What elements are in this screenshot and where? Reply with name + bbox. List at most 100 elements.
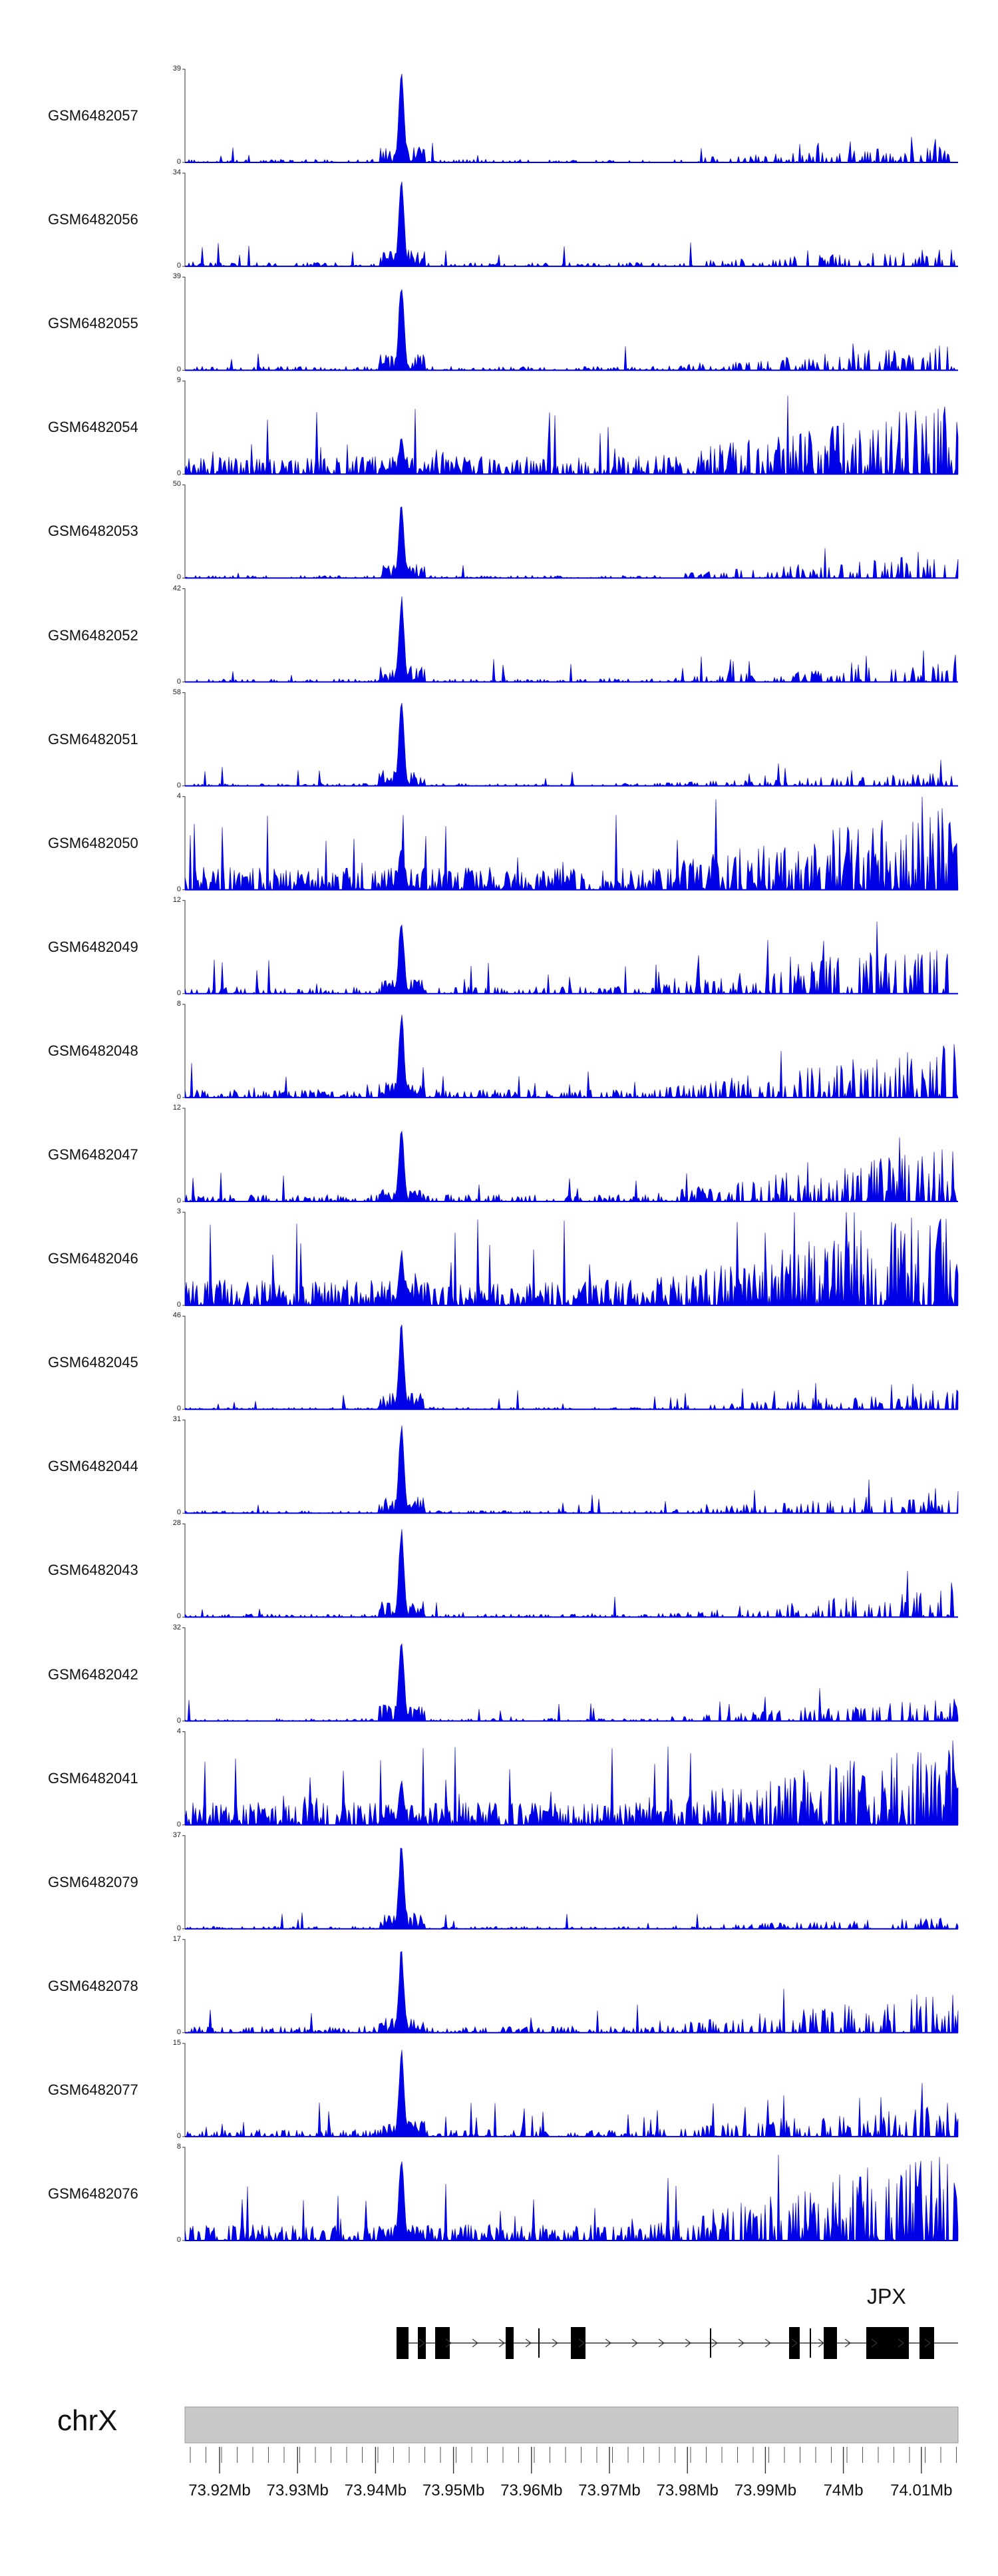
gene-exon [418, 2327, 426, 2359]
coverage-area-GSM6482046 [184, 1212, 959, 1307]
track-label-GSM6482048: GSM6482048 [48, 1042, 138, 1059]
track-label-GSM6482042: GSM6482042 [48, 1665, 138, 1683]
track-ymin: 0 [176, 469, 181, 478]
track-axis [182, 900, 186, 994]
track-label-GSM6482051: GSM6482051 [48, 730, 138, 748]
track-axis [182, 1004, 186, 1098]
track-axis [182, 588, 186, 682]
axis-tick-label: 73.92Mb [188, 2481, 251, 2499]
track-label-GSM6482052: GSM6482052 [48, 626, 138, 644]
track-label-GSM6482056: GSM6482056 [48, 211, 138, 228]
coverage-area-GSM6482077 [185, 2049, 959, 2138]
track-ymin: 0 [176, 2028, 181, 2036]
track-ymax: 58 [172, 688, 181, 696]
track-ymin: 0 [176, 262, 181, 270]
track-label-GSM6482076: GSM6482076 [48, 2185, 138, 2202]
strand-arrow-icon [418, 2338, 425, 2348]
track-ymax: 39 [172, 65, 181, 73]
strand-arrow-icon [738, 2338, 745, 2348]
coverage-area-GSM6482043 [184, 1529, 958, 1618]
strand-arrow-icon [472, 2338, 478, 2348]
coverage-area-GSM6482055 [185, 289, 958, 371]
track-ymin: 0 [176, 2131, 181, 2140]
strand-arrow-icon [924, 2338, 931, 2348]
track-label-GSM6482044: GSM6482044 [48, 1458, 138, 1475]
track-ymin: 0 [176, 1404, 181, 1413]
track-ymax: 9 [176, 376, 181, 385]
track-label-GSM6482043: GSM6482043 [48, 1562, 138, 1579]
track-label-GSM6482041: GSM6482041 [48, 1769, 138, 1787]
track-ymin: 0 [176, 1508, 181, 1517]
coverage-area-GSM6482056 [185, 181, 958, 268]
coverage-area-GSM6482041 [184, 1740, 959, 1826]
track-ymin: 0 [176, 988, 181, 997]
track-ymax: 37 [172, 1830, 181, 1839]
strand-arrow-icon [525, 2338, 532, 2348]
strand-arrow-icon [764, 2338, 771, 2348]
track-ymax: 32 [172, 1623, 181, 1631]
track-ymax: 8 [176, 999, 181, 1008]
strand-arrow-icon [445, 2338, 452, 2348]
axis-tick-label: 74Mb [823, 2481, 864, 2499]
track-axis [182, 692, 186, 787]
gene-exon [866, 2327, 909, 2359]
track-label-GSM6482077: GSM6482077 [48, 2081, 138, 2098]
coverage-area-GSM6482057 [185, 73, 958, 164]
chromosome-label: chrX [57, 2404, 118, 2437]
track-axis [182, 1211, 186, 1306]
gene-exon [571, 2327, 585, 2359]
strand-arrow-icon [818, 2338, 824, 2348]
track-ymin: 0 [176, 1820, 181, 1828]
track-label-GSM6482055: GSM6482055 [48, 315, 138, 332]
axis-tick-label: 73.95Mb [422, 2481, 485, 2499]
coverage-area-GSM6482052 [185, 596, 958, 683]
coverage-area-GSM6482079 [185, 1847, 959, 1930]
track-axis [182, 1939, 186, 2034]
track-label-GSM6482049: GSM6482049 [48, 938, 138, 955]
track-ymax: 8 [176, 2143, 181, 2151]
strand-arrow-icon [658, 2338, 665, 2348]
track-axis [182, 2043, 186, 2137]
strand-arrow-icon [685, 2338, 691, 2348]
track-label-GSM6482045: GSM6482045 [48, 1354, 138, 1371]
track-axis [182, 1315, 186, 1410]
track-ymin: 0 [176, 2236, 181, 2244]
track-ymin: 0 [176, 1612, 181, 1621]
axis-tick-label: 73.96Mb [500, 2481, 563, 2499]
strand-arrow-icon [498, 2338, 505, 2348]
track-axis [182, 69, 186, 163]
track-ymin: 0 [176, 677, 181, 686]
strand-arrow-icon [791, 2338, 798, 2348]
track-axis [182, 2147, 186, 2241]
track-ymax: 34 [172, 168, 181, 177]
coverage-area-GSM6482050 [184, 796, 959, 891]
track-ymin: 0 [176, 573, 181, 582]
track-ymax: 12 [172, 1104, 181, 1112]
track-ymax: 31 [172, 1415, 181, 1424]
track-axis [182, 484, 186, 578]
track-label-GSM6482053: GSM6482053 [48, 523, 138, 540]
track-ymin: 0 [176, 1092, 181, 1101]
track-axis [182, 276, 186, 371]
track-ymax: 39 [172, 272, 181, 281]
track-label-GSM6482047: GSM6482047 [48, 1146, 138, 1163]
track-ymax: 46 [172, 1311, 181, 1320]
coverage-area-GSM6482049 [184, 921, 958, 994]
strand-arrow-icon [631, 2338, 638, 2348]
track-ymin: 0 [176, 1716, 181, 1725]
track-axis [182, 380, 186, 475]
gene-exon [506, 2327, 514, 2359]
track-label-GSM6482079: GSM6482079 [48, 1873, 138, 1890]
coverage-area-GSM6482076 [184, 2155, 959, 2242]
coverage-area-GSM6482048 [184, 1014, 959, 1099]
track-ymax: 42 [172, 584, 181, 592]
gene-exon [789, 2327, 800, 2359]
track-ymax: 4 [176, 1727, 181, 1735]
coverage-area-GSM6482047 [184, 1130, 958, 1203]
track-ymin: 0 [176, 365, 181, 374]
track-axis [182, 796, 186, 891]
track-label-GSM6482078: GSM6482078 [48, 1977, 138, 1994]
track-ymin: 0 [176, 1301, 181, 1309]
